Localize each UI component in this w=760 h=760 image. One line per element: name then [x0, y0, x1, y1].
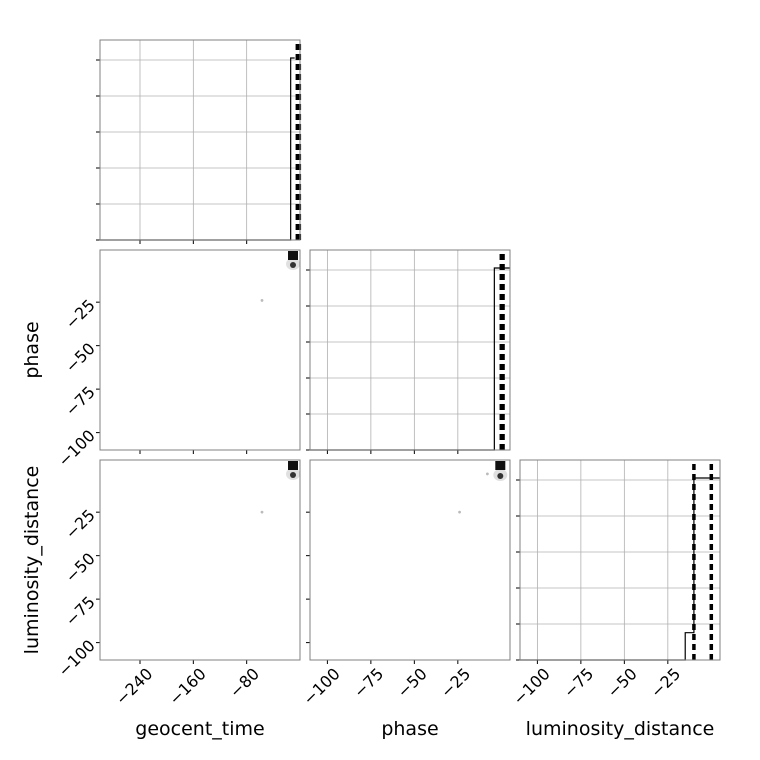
y-tick-label: −75 — [61, 592, 98, 629]
x-tick-label: −80 — [226, 664, 263, 701]
panel-frame — [99, 459, 301, 661]
y-tick-label: −50 — [61, 549, 98, 586]
scatter-point — [458, 510, 461, 514]
density-point — [497, 472, 504, 479]
density-core — [288, 251, 298, 260]
y-tick-label: −100 — [54, 426, 99, 471]
diag-panel-luminosity_distance — [516, 459, 721, 664]
x-axis-label-geocent_time: geocent_time — [135, 718, 264, 740]
y-axis-label-phase: phase — [21, 321, 43, 378]
scatter-panel-geocent_time-luminosity_distance — [96, 459, 301, 664]
scatter-panel-geocent_time-phase — [96, 249, 301, 454]
x-tick-label: −25 — [437, 664, 474, 701]
x-tick-label: −100 — [299, 664, 344, 709]
y-tick-label: −25 — [61, 506, 98, 543]
panel-frame — [99, 249, 301, 451]
y-axis-label-luminosity_distance: luminosity_distance — [21, 466, 43, 655]
density-core — [495, 461, 506, 470]
y-tick-label: −50 — [61, 339, 98, 376]
density-core — [288, 461, 298, 470]
x-tick-label: −50 — [603, 664, 640, 701]
density-point — [290, 472, 296, 478]
panel-frame — [309, 459, 511, 661]
scatter-point — [260, 510, 264, 514]
histogram-step — [310, 267, 510, 451]
scatter-panel-phase-luminosity_distance — [306, 459, 511, 664]
diag-panel-phase — [306, 249, 511, 454]
scatter-point — [260, 299, 264, 302]
diag-panel-geocent_time — [96, 39, 302, 244]
x-axis-label-phase: phase — [381, 718, 438, 740]
histogram-step — [520, 477, 720, 661]
y-tick-label: −100 — [54, 636, 99, 681]
x-tick-label: −100 — [509, 664, 554, 709]
x-tick-label: −75 — [560, 664, 597, 701]
y-tick-label: −75 — [61, 382, 98, 419]
panel-frame — [519, 459, 721, 661]
x-tick-label: −25 — [647, 664, 684, 701]
x-axis-label-luminosity_distance: luminosity_distance — [526, 718, 715, 740]
histogram-step — [100, 57, 295, 241]
x-tick-label: −75 — [350, 664, 387, 701]
scatter-point — [485, 472, 489, 476]
density-point — [290, 262, 296, 268]
x-tick-label: −240 — [112, 664, 157, 709]
x-tick-label: −160 — [165, 664, 210, 709]
panel-frame — [99, 39, 301, 241]
panel-frame — [309, 249, 511, 451]
x-tick-label: −50 — [393, 664, 430, 701]
y-tick-label: −25 — [61, 296, 98, 333]
